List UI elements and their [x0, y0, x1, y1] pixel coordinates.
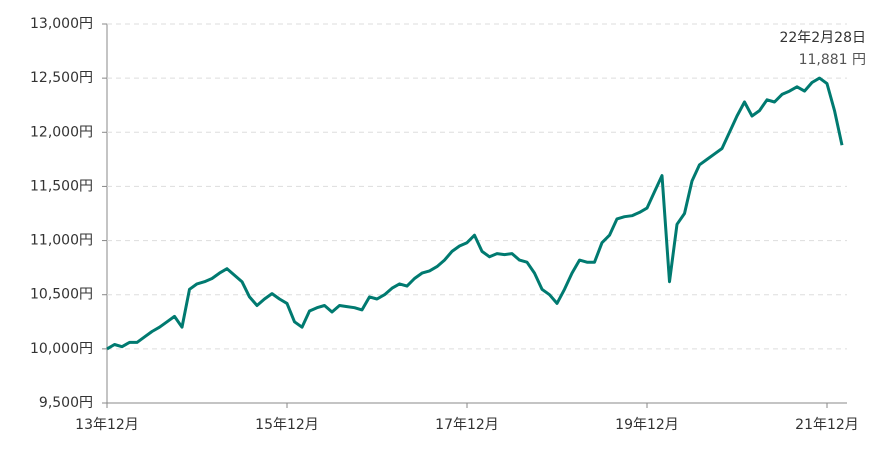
y-tick-label: 9,500円 [39, 395, 93, 411]
line [106, 76, 844, 351]
y-tick-label: 12,000円 [30, 124, 93, 140]
y-tick-label: 11,500円 [30, 178, 93, 194]
y-tick-label: 10,500円 [30, 287, 93, 303]
y-tick-label: 13,000円 [30, 16, 93, 32]
x-tick-label: 17年12月 [435, 417, 499, 433]
x-tick-label: 21年12月 [795, 417, 859, 433]
x-tick-label: 13年12月 [75, 417, 139, 433]
x-tick-label: 15年12月 [255, 417, 319, 433]
y-tick-label: 12,500円 [30, 70, 93, 86]
annotation-value: 11,881 円 [799, 52, 866, 68]
annotation-date: 22年2月28日 [779, 30, 866, 46]
y-tick-label: 11,000円 [30, 233, 93, 249]
y-tick-label: 10,000円 [30, 341, 93, 357]
x-tick-label: 19年12月 [615, 417, 679, 433]
